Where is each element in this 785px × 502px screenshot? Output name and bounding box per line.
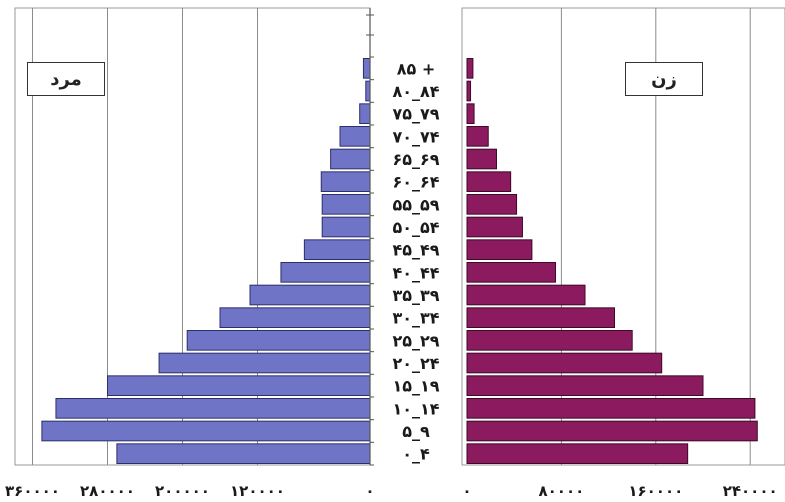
male-bar-1 (365, 80, 371, 102)
male-bar-15 (55, 398, 371, 419)
male-bar-6 (321, 194, 371, 215)
male-bar-3 (339, 126, 371, 147)
male-bar-11 (219, 307, 371, 329)
female-bar-10 (466, 284, 586, 306)
right-tick-label-1: ۸۰۰۰۰ (539, 482, 585, 500)
legend-male: مرد (27, 62, 105, 96)
left-tick-label-4: ۰ (365, 482, 374, 500)
right-tick-labels: ۰ ۸۰۰۰۰ ۱۶۰۰۰۰ ۲۴۰۰۰۰ (462, 482, 777, 500)
age-label-17: ۰_۴ (402, 445, 430, 464)
age-label-0: ۸۵ + (397, 59, 436, 78)
male-bar-10 (249, 284, 371, 306)
female-bar-3 (466, 126, 489, 147)
female-bar-15 (466, 398, 756, 419)
age-group-labels: ۸۵ + ۸۰_۸۴ ۷۵_۷۹ ۷۰_۷۴ ۶۵_۶۹ ۶۰_۶۴ ۵۵_۵۹ ۵۰_۵۴ ۴… (392, 59, 439, 463)
left-tick-label-1: ۲۸۰۰۰۰ (80, 482, 135, 500)
female-bar-16 (466, 420, 758, 442)
age-label-9: ۴۰_۴۴ (392, 263, 439, 282)
male-bar-9 (280, 262, 371, 283)
female-bar-2 (466, 103, 475, 125)
age-label-5: ۶۰_۶۴ (392, 173, 439, 192)
male-bar-8 (303, 239, 371, 260)
male-bar-2 (359, 103, 371, 125)
male-bar-12 (186, 330, 371, 351)
female-bar-14 (466, 375, 704, 397)
left-axis (366, 8, 374, 466)
age-label-12: ۲۵_۲۹ (392, 331, 439, 350)
male-bar-17 (116, 443, 371, 465)
male-bar-0 (362, 58, 371, 79)
female-bar-1 (466, 80, 472, 102)
left-tick-label-3: ۱۲۰۰۰۰ (230, 482, 285, 500)
age-label-15: ۱۰_۱۴ (392, 399, 439, 418)
age-label-14: ۱۵_۱۹ (392, 377, 439, 396)
left-tick-labels: ۳۶۰۰۰۰ ۲۸۰۰۰۰ ۲۰۰۰۰۰ ۱۲۰۰۰۰ ۰ (5, 482, 375, 500)
female-bar-17 (466, 443, 689, 465)
female-bar-4 (466, 148, 497, 170)
age-label-3: ۷۰_۷۴ (392, 127, 439, 146)
female-bars (466, 58, 758, 465)
right-tick-label-0: ۰ (462, 482, 471, 500)
left-tick-label-2: ۲۰۰۰۰۰ (155, 482, 210, 500)
age-label-8: ۴۵_۴۹ (392, 241, 439, 260)
age-label-7: ۵۰_۵۴ (392, 218, 439, 237)
female-bar-5 (466, 171, 512, 192)
female-bar-13 (466, 352, 663, 374)
female-bar-7 (466, 216, 523, 238)
legend-male-label: مرد (50, 68, 82, 90)
female-bar-11 (466, 307, 615, 329)
age-label-1: ۸۰_۸۴ (392, 82, 439, 101)
left-tick-label-0: ۳۶۰۰۰۰ (5, 482, 60, 500)
male-bars (41, 58, 371, 465)
right-tick-label-3: ۲۴۰۰۰۰ (723, 482, 778, 500)
male-bar-4 (330, 148, 371, 170)
male-bar-5 (320, 171, 371, 192)
female-bar-9 (466, 262, 556, 283)
male-bar-13 (158, 352, 371, 374)
male-bar-16 (41, 420, 371, 442)
female-bar-12 (466, 330, 633, 351)
male-bar-14 (107, 375, 371, 397)
age-label-6: ۵۵_۵۹ (392, 195, 439, 214)
age-label-2: ۷۵_۷۹ (392, 105, 439, 124)
age-label-10: ۳۵_۳۹ (392, 286, 439, 305)
female-bar-0 (466, 58, 474, 79)
legend-female: زن (625, 62, 703, 96)
age-label-13: ۲۰_۲۴ (392, 354, 439, 373)
right-tick-label-2: ۱۶۰۰۰۰ (628, 482, 683, 500)
female-bar-8 (466, 239, 533, 260)
age-label-16: ۵_۹ (402, 422, 430, 441)
age-label-4: ۶۵_۶۹ (392, 150, 439, 169)
age-label-11: ۳۰_۳۴ (392, 309, 439, 328)
legend-female-label: زن (651, 68, 677, 90)
female-bar-6 (466, 194, 518, 215)
male-bar-7 (321, 216, 371, 238)
